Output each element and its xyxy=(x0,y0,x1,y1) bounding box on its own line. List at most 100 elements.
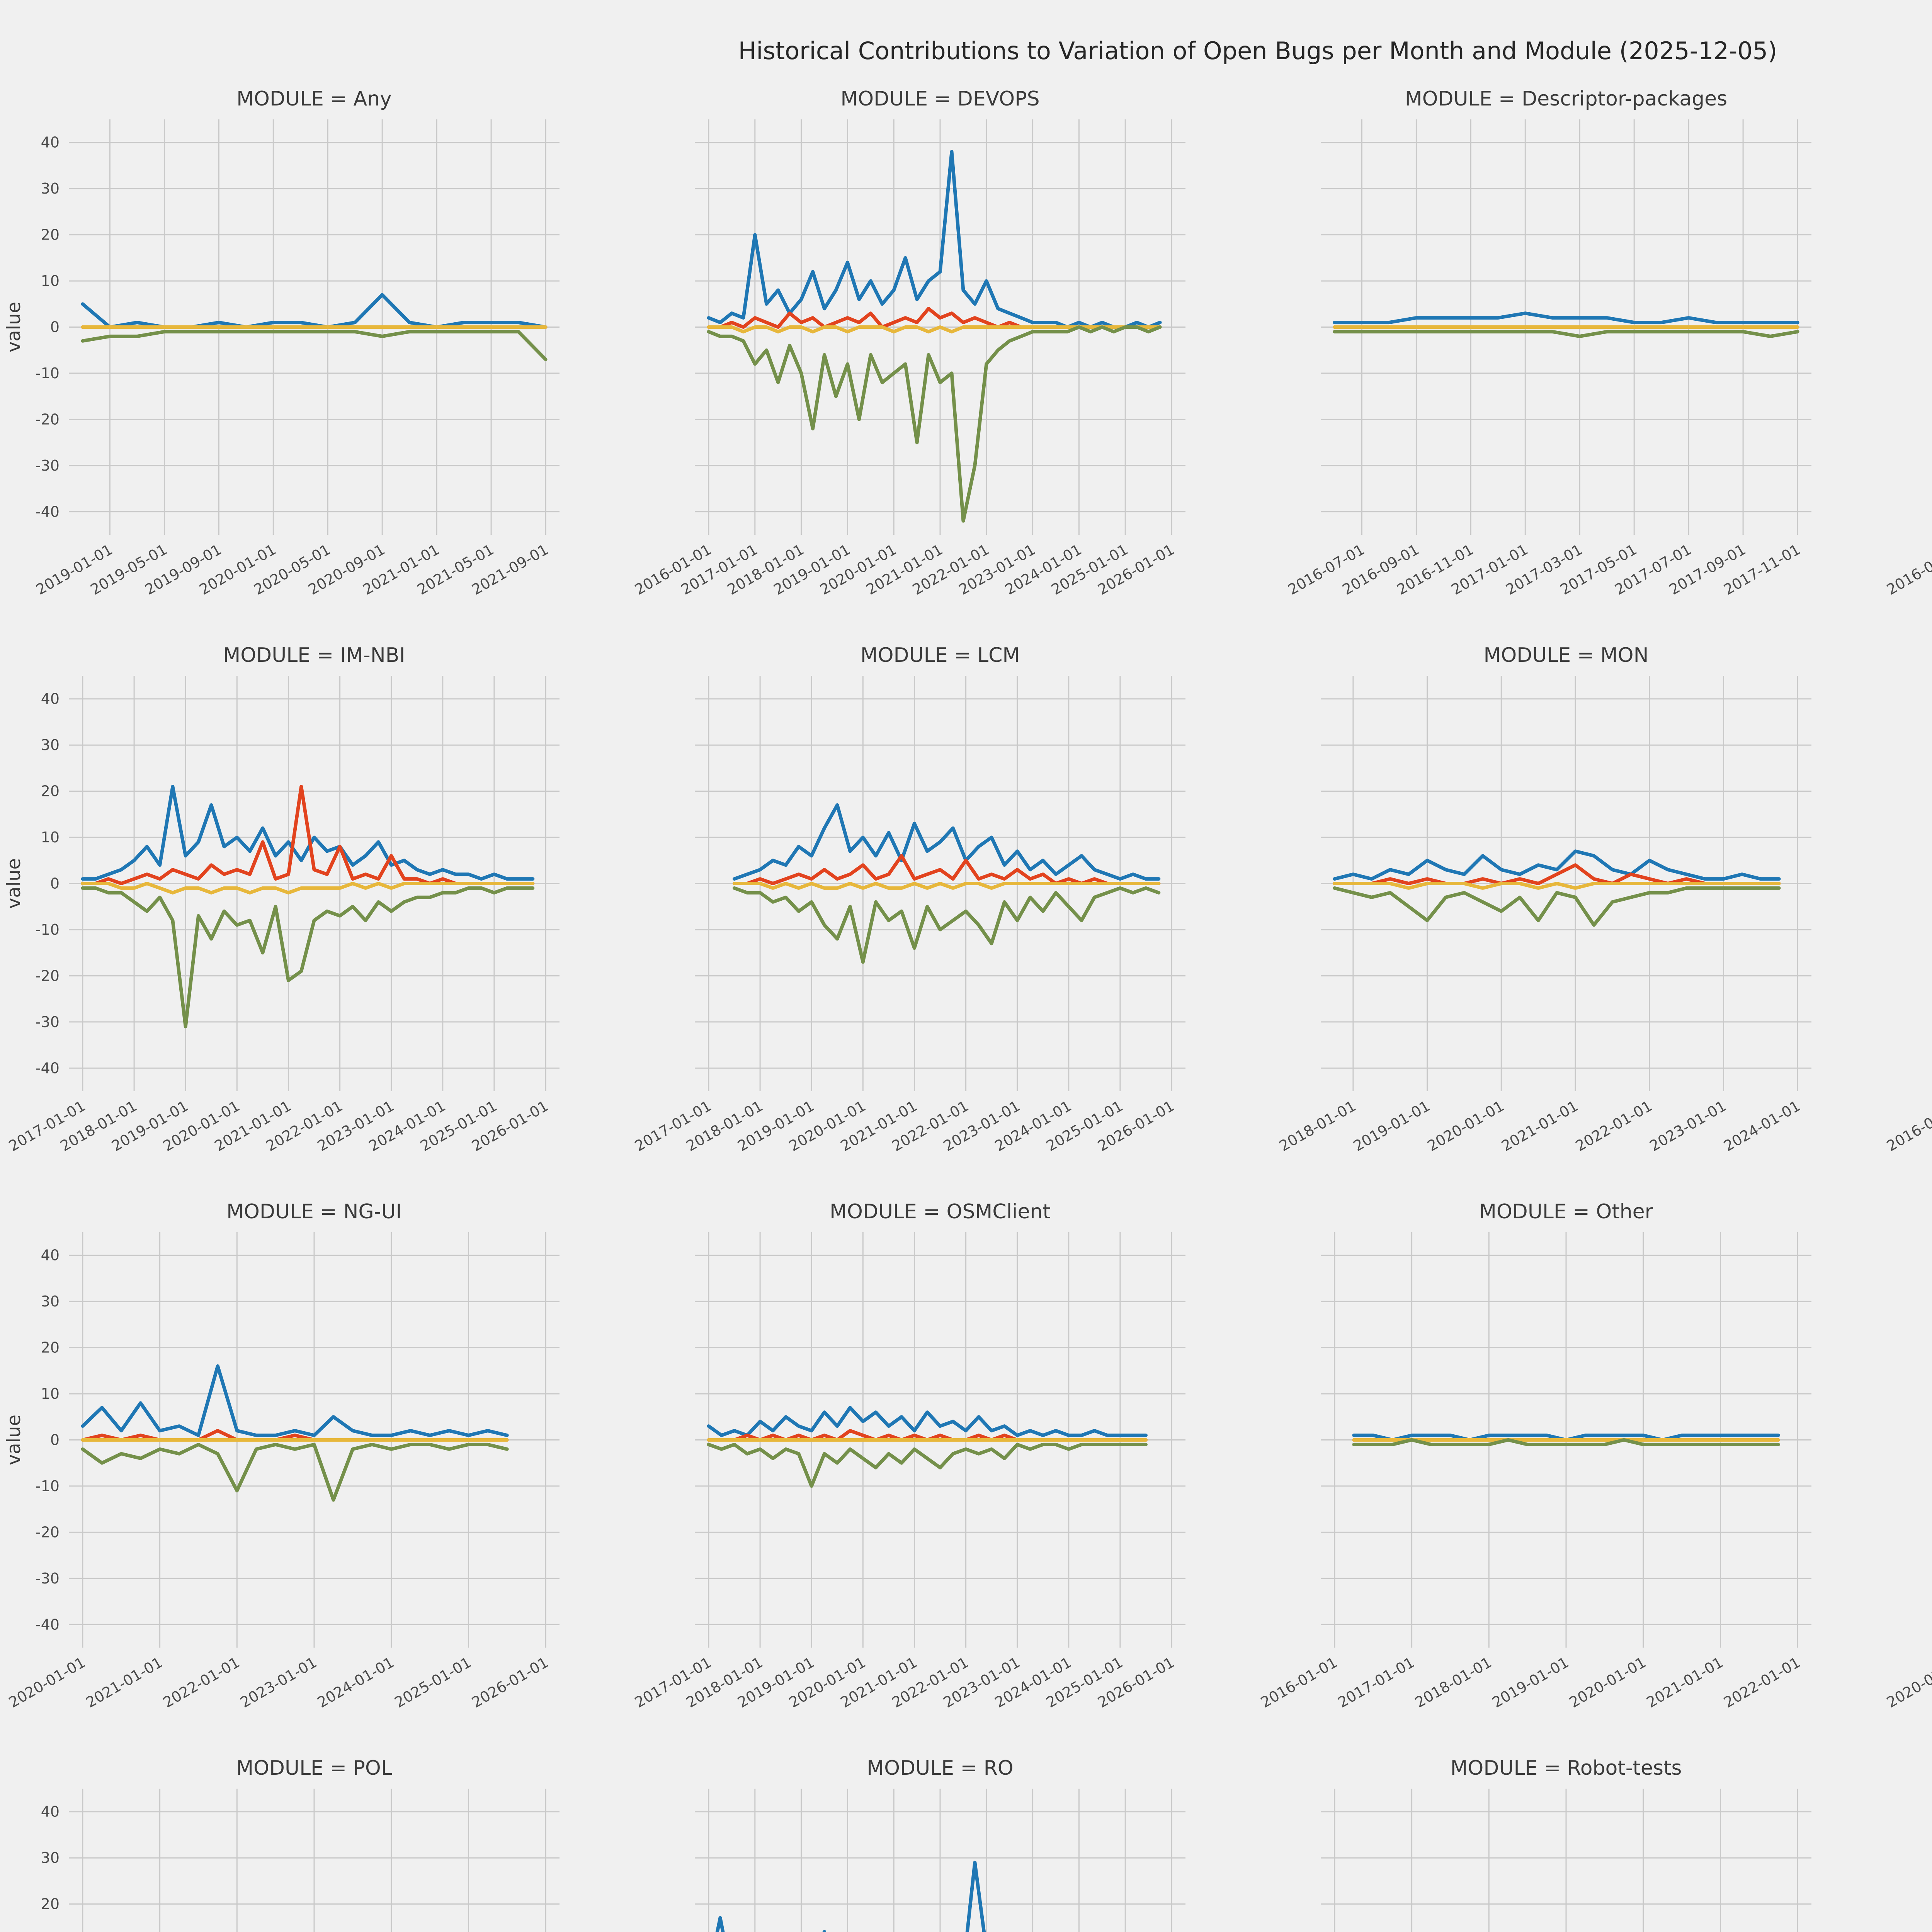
x-tick-label: 2017-01-01 xyxy=(1335,1654,1417,1711)
facet-chart-osmclient: 2017-01-012018-01-012019-01-012020-01-01… xyxy=(632,1232,1185,1711)
facet-title-ro: MODULE = RO xyxy=(867,1757,1014,1780)
series-line-closed xyxy=(81,1442,509,1502)
facet-title-osmclient: MODULE = OSMClient xyxy=(830,1200,1051,1223)
facet-devops: MODULE = DEVOPS 2016-01-01 2017-01-01 2018-… xyxy=(629,86,1255,643)
series-line-reopened xyxy=(733,854,1161,885)
facet-title-robot-tests: MODULE = Robot-tests xyxy=(1450,1757,1682,1780)
x-tick-label: 2019-01-01 xyxy=(1489,1654,1571,1711)
x-tick-label: 2021-01-01 xyxy=(1644,1654,1726,1711)
y-axis-label: value xyxy=(3,858,25,909)
y-tick-label: 40 xyxy=(41,1247,60,1264)
y-tick-label: -20 xyxy=(36,411,60,428)
facet-descriptor-packages: MODULE = Descriptor-packages 2016-07-01 20… xyxy=(1255,86,1881,643)
series-line-opened xyxy=(1333,849,1781,881)
y-tick-label: 30 xyxy=(41,736,60,753)
series-line-false_closed xyxy=(733,882,1161,890)
x-tick-label: 2022-01-01 xyxy=(1721,1654,1803,1711)
y-tick-label: 20 xyxy=(41,1339,60,1356)
y-tick-label: 10 xyxy=(41,272,60,289)
x-tick-label: 2022-01-01 xyxy=(1573,1097,1655,1155)
series-line-opened xyxy=(81,293,548,329)
facet-chart-ng-ui: 2020-01-012021-01-012022-01-012023-01-01… xyxy=(3,1232,560,1711)
facet-chart-devops: 2016-01-012017-01-012018-01-012019-01-01… xyxy=(632,119,1185,598)
y-tick-label: 10 xyxy=(41,1385,60,1402)
facet-chart-im-nbi: 2017-01-012018-01-012019-01-012020-01-01… xyxy=(3,676,560,1155)
y-tick-label: 30 xyxy=(41,1293,60,1310)
y-tick-label: -10 xyxy=(36,1478,60,1495)
x-tick-label: 2020-01-01 xyxy=(6,1654,88,1711)
facet-title-descriptor-packages: MODULE = Descriptor-packages xyxy=(1405,87,1728,111)
series-line-closed xyxy=(1333,886,1781,927)
series-line-false_closed xyxy=(1333,882,1781,890)
facet-title-lcm: MODULE = LCM xyxy=(860,644,1020,667)
series-line-opened xyxy=(715,1861,986,1932)
y-tick-label: 0 xyxy=(50,875,60,892)
y-tick-label: -10 xyxy=(36,365,60,382)
facet-documentation-wiki: MODULE = Documentation / Wiki2016-01-012… xyxy=(1881,86,1932,643)
x-tick-label: 2019-01-01 xyxy=(1350,1097,1433,1155)
y-tick-label: 0 xyxy=(50,1432,60,1449)
y-tick-label: -40 xyxy=(36,1616,60,1633)
y-tick-label: 40 xyxy=(41,134,60,151)
facet-im-nbi: MODULE = IM-NBI 2017-01-01 2018-01-01 2019-… xyxy=(3,643,629,1199)
facet-chart-n2vc: 2016-01-012017-01-012018-01-012019-01-01… xyxy=(1884,1097,1932,1155)
x-tick-label: 2023-01-01 xyxy=(1647,1097,1729,1155)
series-line-closed xyxy=(733,886,1161,964)
y-tick-label: 0 xyxy=(50,319,60,336)
y-tick-label: -40 xyxy=(36,503,60,520)
y-tick-label: 20 xyxy=(41,1896,60,1913)
facet-chart-mon: 2018-01-012019-01-012020-01-012021-01-01… xyxy=(1276,676,1811,1155)
series-line-reopened xyxy=(81,785,535,885)
facet-title-devops: MODULE = DEVOPS xyxy=(840,87,1040,111)
facet-other: MODULE = Other 2016-01-01 2017-01-01 2018-0… xyxy=(1255,1199,1881,1755)
y-tick-label: -10 xyxy=(36,921,60,938)
facet-chart-robot-tests: 2020-01-012021-01-012022-01-012023-01-01… xyxy=(1321,1789,1811,1932)
y-tick-label: 30 xyxy=(41,180,60,197)
y-tick-label: -30 xyxy=(36,1570,60,1587)
y-axis-label: value xyxy=(3,1415,25,1465)
y-tick-label: 20 xyxy=(41,226,60,243)
facet-title-ng-ui: MODULE = NG-UI xyxy=(226,1200,402,1223)
series-line-false_closed xyxy=(81,882,535,895)
facet-lcm: MODULE = LCM 2017-01-01 2018-01-01 2019-01-… xyxy=(629,643,1255,1199)
y-tick-label: 40 xyxy=(41,1803,60,1820)
facet-ro: MODULE = RO 2016-01-012017-01-012018-01-0… xyxy=(629,1755,1255,1932)
x-tick-label: 2025-01-01 xyxy=(392,1654,474,1711)
series-line-opened xyxy=(1333,311,1799,325)
figure-title: Historical Contributions to Variation of… xyxy=(738,37,1777,65)
facet-unknown: MODULE = Unknown2016-01-012017-01-012018… xyxy=(1881,1755,1932,1932)
series-line-closed xyxy=(81,886,535,1029)
facet-any: MODULE = Any 2019-01-01 2019-05-01 2019-09-… xyxy=(3,86,629,643)
series-line-opened xyxy=(81,785,535,881)
facet-title-other: MODULE = Other xyxy=(1479,1200,1653,1223)
series-line-closed xyxy=(81,330,548,361)
x-tick-label: 2020-01-01 xyxy=(1425,1097,1507,1155)
x-tick-label: 2021-01-01 xyxy=(83,1654,165,1711)
series-line-opened xyxy=(733,803,1161,881)
x-tick-label: 2026-01-01 xyxy=(469,1654,551,1711)
x-tick-label: 2022-01-01 xyxy=(160,1654,243,1711)
x-tick-label: 2018-01-01 xyxy=(1412,1654,1495,1711)
y-tick-label: -20 xyxy=(36,1524,60,1541)
facet-chart-pla: 2020-07-012020-10-012021-01-012021-04-01… xyxy=(1884,1654,1932,1711)
x-tick-label: 2020-01-01 xyxy=(1566,1654,1649,1711)
facet-osmclient: MODULE = OSMClient 2017-01-01 2018-01-01 20… xyxy=(629,1199,1255,1755)
series-line-false_closed xyxy=(707,325,1162,333)
x-tick-label: 2024-01-01 xyxy=(1721,1097,1803,1155)
facet-title-any: MODULE = Any xyxy=(236,87,392,111)
facet-chart-lcm: 2017-01-012018-01-012019-01-012020-01-01… xyxy=(632,676,1185,1155)
facet-pla: MODULE = PLA2020-07-012020-10-012021-01-… xyxy=(1881,1199,1932,1755)
facet-title-mon: MODULE = MON xyxy=(1483,644,1649,667)
facet-chart-pol: 2018-01-012019-01-012020-01-012021-01-01… xyxy=(41,1789,560,1932)
x-tick-label: 2020-07-01 xyxy=(1884,1654,1932,1711)
series-line-closed xyxy=(1333,330,1799,338)
y-axis-label: value xyxy=(3,302,25,352)
series-line-closed xyxy=(707,325,1162,523)
facet-grid: MODULE = Any 2019-01-01 2019-05-01 2019-09-… xyxy=(0,86,1932,1932)
facet-robot-tests: MODULE = Robot-tests 2020-01-012021-01-01… xyxy=(1255,1755,1881,1932)
x-tick-label: 2016-01-01 xyxy=(1258,1654,1340,1711)
y-tick-label: -20 xyxy=(36,967,60,984)
series-line-opened xyxy=(707,1406,1148,1437)
x-tick-label: 2023-01-01 xyxy=(237,1654,320,1711)
facet-title-im-nbi: MODULE = IM-NBI xyxy=(223,644,405,667)
